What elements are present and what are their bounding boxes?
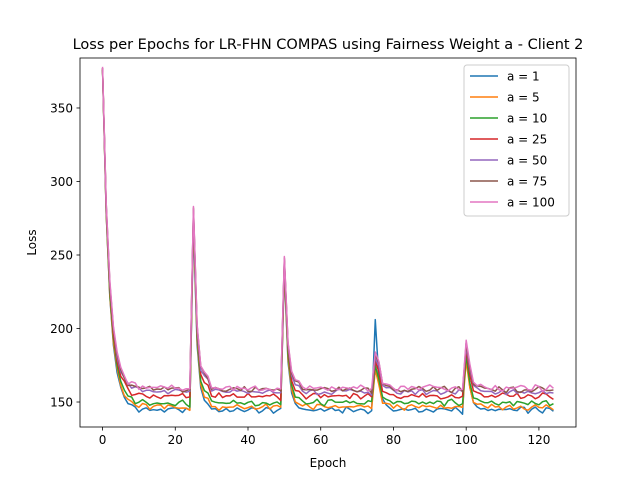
x-tick-label: 60 xyxy=(313,433,328,447)
legend-label: a = 5 xyxy=(507,91,540,105)
y-tick-label: 350 xyxy=(50,101,73,115)
plot-frame xyxy=(79,57,577,428)
legend-label: a = 50 xyxy=(507,154,547,168)
series-line xyxy=(101,68,554,402)
series-line xyxy=(101,66,554,393)
legend-label: a = 75 xyxy=(507,175,547,189)
x-tick-label: 40 xyxy=(240,433,255,447)
y-tick-label: 250 xyxy=(50,248,73,262)
y-tick-label: 300 xyxy=(50,175,73,189)
legend-label: a = 1 xyxy=(507,70,540,84)
x-tick-label: 80 xyxy=(386,433,401,447)
y-axis-label: Loss xyxy=(25,229,39,255)
series-line xyxy=(101,68,554,396)
series-line xyxy=(101,69,554,415)
y-axis-ticks: 150 200 250 300 350 xyxy=(50,101,80,410)
x-tick-label: 0 xyxy=(99,433,107,447)
legend-label: a = 25 xyxy=(507,133,547,147)
x-tick-label: 120 xyxy=(527,433,550,447)
series-line xyxy=(101,69,554,412)
legend-box xyxy=(463,64,570,217)
x-axis-ticks: 0 20 40 60 80 100 120 xyxy=(99,427,550,447)
y-tick-label: 150 xyxy=(50,396,73,410)
y-tick-label: 200 xyxy=(50,322,73,336)
legend: a = 1 a = 5 a = 10 a = 25 a = 50 a = 75 a = 10… xyxy=(463,64,570,217)
series-line xyxy=(101,69,554,408)
chart-title: Loss per Epochs for LR-FHN COMPAS using … xyxy=(73,37,584,53)
x-tick-label: 100 xyxy=(455,433,478,447)
series-layer xyxy=(101,66,554,415)
legend-label: a = 10 xyxy=(507,112,547,126)
legend-label: a = 100 xyxy=(507,196,555,210)
x-axis-label: Epoch xyxy=(310,456,347,470)
x-tick-label: 20 xyxy=(168,433,183,447)
